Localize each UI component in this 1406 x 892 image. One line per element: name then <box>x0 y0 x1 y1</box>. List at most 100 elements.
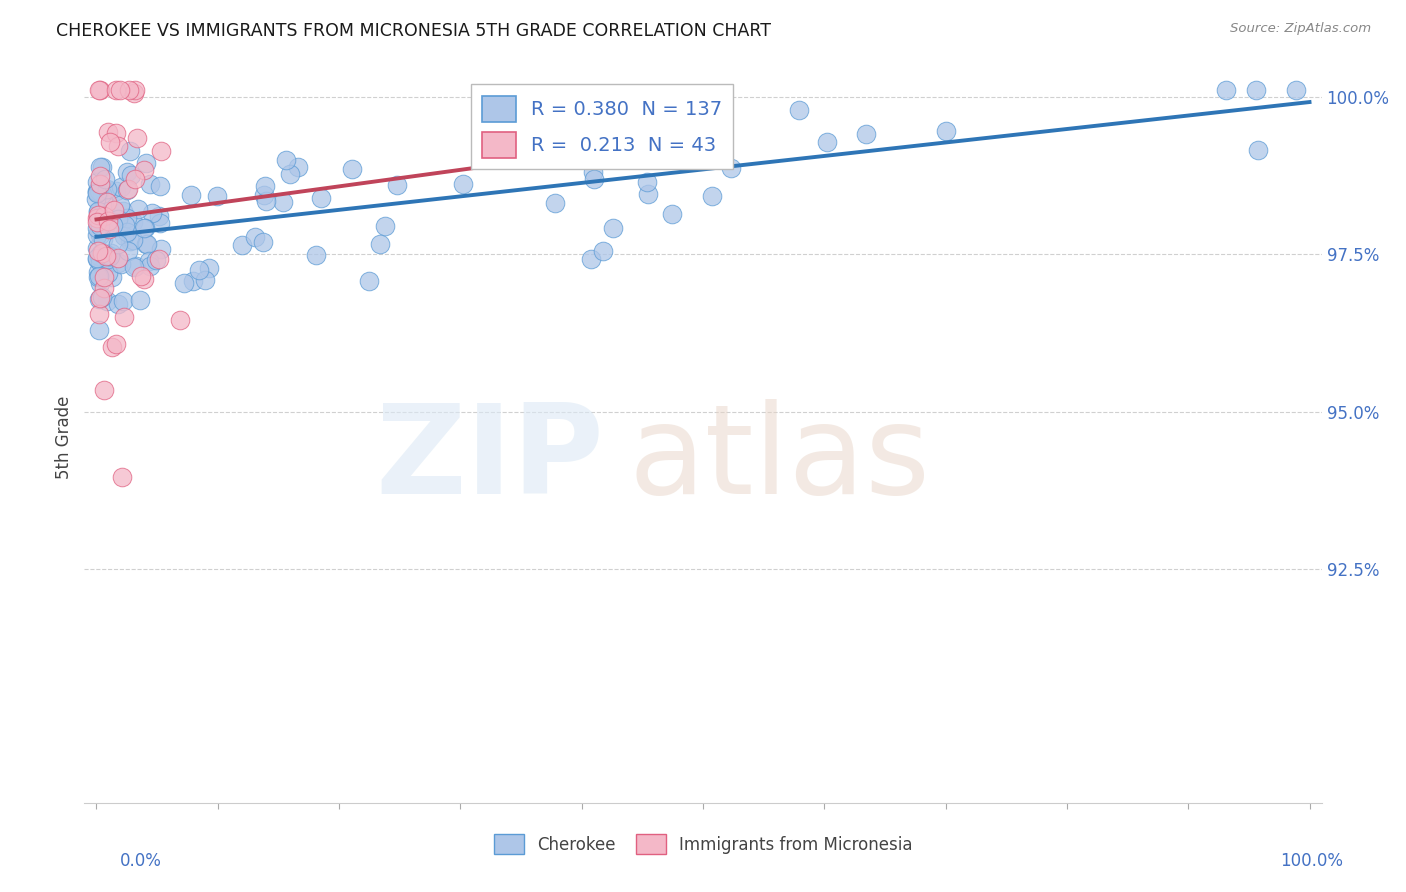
Point <box>720 161 742 175</box>
Point <box>145 252 167 267</box>
Point <box>579 252 602 266</box>
Point <box>636 175 658 189</box>
Point <box>112 310 135 324</box>
Point <box>87 249 110 263</box>
Point <box>110 198 132 212</box>
Point <box>93 260 115 275</box>
Point <box>1247 144 1270 158</box>
Point <box>111 294 134 309</box>
Point <box>107 138 129 153</box>
Text: CHEROKEE VS IMMIGRANTS FROM MICRONESIA 5TH GRADE CORRELATION CHART: CHEROKEE VS IMMIGRANTS FROM MICRONESIA 5… <box>56 22 772 40</box>
Y-axis label: 5th Grade: 5th Grade <box>55 395 73 479</box>
Point <box>139 178 162 192</box>
Point <box>86 193 108 207</box>
Point <box>855 128 877 142</box>
Point <box>129 293 152 307</box>
Point <box>451 178 474 192</box>
Text: 0.0%: 0.0% <box>120 852 162 870</box>
Point <box>254 178 277 193</box>
Point <box>188 263 211 277</box>
Point <box>89 160 111 174</box>
Point <box>252 235 274 249</box>
Point <box>87 308 110 322</box>
Point <box>97 249 120 263</box>
Point <box>243 230 266 244</box>
Point <box>90 187 112 202</box>
Point <box>86 185 108 199</box>
Point <box>309 191 332 205</box>
Point <box>87 204 110 219</box>
Point <box>149 144 172 158</box>
Point <box>110 180 132 194</box>
Point <box>139 260 162 274</box>
Point <box>101 269 124 284</box>
Point <box>93 281 115 295</box>
Point <box>150 242 173 256</box>
Point <box>702 142 724 156</box>
Point <box>96 247 118 261</box>
Point <box>141 206 163 220</box>
Point <box>357 274 380 288</box>
Point <box>86 211 108 225</box>
Point <box>89 83 111 97</box>
Point <box>97 252 120 266</box>
Point <box>134 220 156 235</box>
Point <box>287 161 309 175</box>
Point <box>118 235 141 249</box>
Point <box>122 86 145 100</box>
Point <box>114 218 136 232</box>
Point <box>86 242 108 256</box>
Point <box>111 203 134 218</box>
Point <box>148 252 170 267</box>
Point <box>115 183 138 197</box>
Point <box>97 214 120 228</box>
Point <box>105 83 128 97</box>
Point <box>93 209 115 223</box>
Point <box>117 225 139 239</box>
Legend: Cherokee, Immigrants from Micronesia: Cherokee, Immigrants from Micronesia <box>486 828 920 860</box>
Point <box>252 188 274 202</box>
Point <box>1215 83 1237 97</box>
Point <box>90 209 112 223</box>
Point <box>129 268 152 283</box>
Point <box>135 236 157 251</box>
Point <box>86 251 108 265</box>
Point <box>87 213 110 227</box>
Point <box>661 207 683 221</box>
Point <box>101 341 124 355</box>
Point <box>198 260 221 275</box>
Point <box>122 233 145 247</box>
Point <box>100 245 122 260</box>
Point <box>90 246 112 260</box>
Point <box>134 221 156 235</box>
Point <box>107 212 129 227</box>
Point <box>96 194 118 209</box>
Point <box>132 163 155 178</box>
Point <box>181 274 204 288</box>
Point <box>117 182 139 196</box>
Point <box>120 144 142 158</box>
Point <box>112 229 135 244</box>
Point <box>103 219 125 233</box>
Point <box>86 215 108 229</box>
Point <box>149 216 172 230</box>
Point <box>602 221 624 235</box>
Point <box>305 248 328 262</box>
Point <box>124 259 146 273</box>
Point <box>136 236 159 251</box>
Point <box>385 178 408 193</box>
Point <box>97 266 120 280</box>
Point <box>661 117 683 131</box>
Point <box>105 184 128 198</box>
Point <box>97 125 120 139</box>
Point <box>86 252 108 266</box>
Point <box>94 218 117 232</box>
Point <box>558 149 581 163</box>
Point <box>374 219 396 234</box>
Point <box>87 224 110 238</box>
Text: ZIP: ZIP <box>375 399 605 519</box>
Point <box>194 273 217 287</box>
Point <box>340 161 363 176</box>
Point <box>89 83 111 97</box>
Point <box>93 270 115 285</box>
